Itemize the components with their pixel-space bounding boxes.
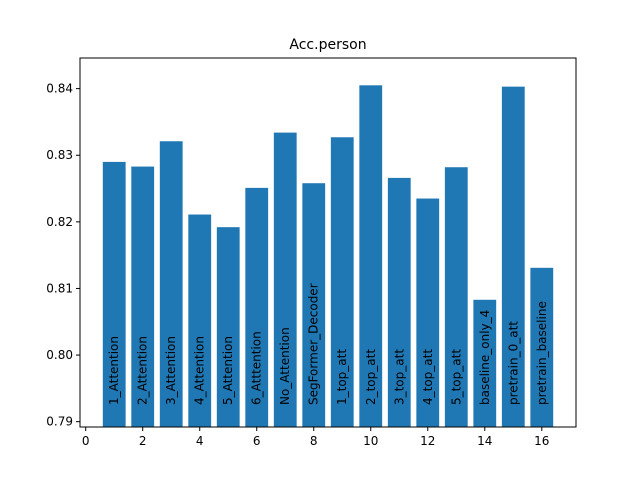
bar-label: 3_top_att xyxy=(392,349,406,405)
x-tick-label: 8 xyxy=(310,434,318,448)
y-tick-label: 0.80 xyxy=(46,348,73,362)
chart-title: Acc.person xyxy=(289,37,366,53)
bar-No_Attention xyxy=(273,132,297,427)
bar-pretrain_0_att xyxy=(501,86,525,427)
bar-5_top_att xyxy=(444,167,468,427)
bar-label: 6_Atttention xyxy=(250,331,264,405)
x-tick-label: 6 xyxy=(253,434,261,448)
bar-label: SegFormer_Decoder xyxy=(307,283,321,405)
y-tick-label: 0.82 xyxy=(46,215,73,229)
y-tick-label: 0.81 xyxy=(46,281,73,295)
x-tick-label: 12 xyxy=(420,434,435,448)
bar-label: No_Attention xyxy=(278,327,292,405)
bar-label: pretrain_0_att xyxy=(506,321,520,405)
bar-label: 5_Attention xyxy=(221,336,235,405)
bar-1_Attention xyxy=(102,161,126,428)
bar-labels-group: 1_Attention 2_Attention 3_Attention 4_Atten… xyxy=(107,283,549,405)
y-tick-label: 0.83 xyxy=(46,148,73,162)
plot-frame xyxy=(79,57,577,428)
bar-6_Atttention xyxy=(245,187,269,427)
bars-group xyxy=(102,85,554,428)
bar-SegFormer_Decoder xyxy=(302,183,326,427)
y-axis: 0.79 0.80 0.81 0.82 0.83 0.84 xyxy=(46,82,80,429)
bar-label: 1_Attention xyxy=(107,336,121,405)
y-tick-label: 0.84 xyxy=(46,82,73,96)
bar-1_top_att xyxy=(330,137,354,428)
bar-label: 5_top_att xyxy=(449,349,463,405)
y-tick-label: 0.79 xyxy=(46,415,73,429)
bar-3_Attention xyxy=(159,141,183,427)
bar-label: 2_top_att xyxy=(364,349,378,405)
bar-3_top_att xyxy=(387,177,411,427)
bar-2_Attention xyxy=(131,166,155,427)
bar-label: 1_top_att xyxy=(335,349,349,405)
x-tick-label: 16 xyxy=(534,434,549,448)
bar-4_Attention xyxy=(188,214,212,427)
x-tick-label: 10 xyxy=(363,434,378,448)
x-tick-label: 2 xyxy=(139,434,147,448)
bar-pretrain_baseline xyxy=(530,267,554,427)
x-tick-label: 0 xyxy=(82,434,90,448)
bar-label: 4_top_att xyxy=(421,349,435,405)
x-tick-label: 14 xyxy=(477,434,492,448)
bar-4_top_att xyxy=(416,198,440,427)
bar-2_top_att xyxy=(359,85,383,428)
x-axis: 0 2 4 6 8 10 12 14 16 xyxy=(82,427,549,448)
bar-label: 3_Attention xyxy=(164,336,178,405)
bar-baseline_only_4 xyxy=(473,299,497,427)
bar-label: baseline_only_4 xyxy=(478,310,492,405)
bar-label: 2_Attention xyxy=(136,336,150,405)
bar-label: 4_Attention xyxy=(193,336,207,405)
x-tick-label: 4 xyxy=(196,434,204,448)
bar-label: pretrain_baseline xyxy=(535,301,549,405)
bar-5_Attention xyxy=(216,227,240,427)
